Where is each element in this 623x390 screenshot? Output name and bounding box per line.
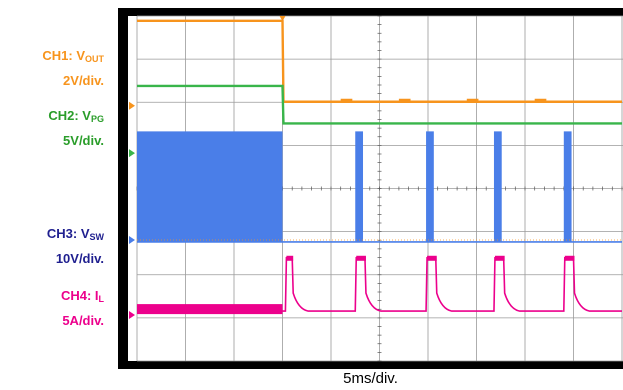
channel-subscript: OUT: [85, 54, 104, 64]
channel-label-ch3: CH3: VSW 10V/div.: [0, 226, 104, 274]
ch4-continuous-band: [137, 304, 283, 315]
channel-text: 2V/div.: [63, 73, 104, 88]
x-axis-label: 5ms/div.: [343, 370, 398, 387]
ch1-ripple-bump: [466, 98, 479, 102]
ch4-pulse-top: [427, 255, 437, 261]
channel-label-ch2: CH2: VPG 5V/div.: [0, 108, 104, 156]
ch2-trace: [137, 84, 622, 125]
ch3-switching-burst: [426, 131, 434, 242]
channel-scale: 5A/div.: [0, 313, 104, 328]
channel-ground-marker: [129, 236, 135, 244]
channel-ground-marker: [129, 149, 135, 158]
channel-label-ch4: CH4: IL 5A/div.: [0, 288, 104, 336]
ch1-ripple-bump: [340, 98, 353, 102]
channel-subscript: L: [98, 294, 105, 304]
ch4-pulse-top: [356, 255, 366, 261]
channel-scale: 2V/div.: [0, 73, 104, 88]
channel-name: CH4: IL: [0, 288, 104, 305]
channel-ground-marker: [129, 101, 135, 110]
channel-text: CH2: V: [48, 108, 91, 123]
channel-scale: 10V/div.: [0, 251, 104, 266]
oscilloscope-screen: [118, 8, 623, 369]
ch3-switching-burst: [563, 131, 572, 242]
ch4-trace: [282, 256, 622, 312]
channel-text: 5A/div.: [62, 313, 104, 328]
channel-ground-marker: [129, 311, 135, 320]
traces: [129, 16, 622, 320]
channel-text: CH3: V: [46, 226, 90, 241]
channel-text: 10V/div.: [55, 251, 104, 266]
trigger-marker: [279, 16, 286, 21]
channel-scale: 5V/div.: [0, 133, 104, 148]
ch1-ripple-bump: [398, 98, 411, 102]
channel-name: CH1: VOUT: [0, 48, 104, 65]
channel-text: 5V/div.: [63, 133, 104, 148]
ch1-trace: [137, 19, 622, 103]
ch3-switching-burst: [355, 131, 364, 242]
channel-name: CH2: VPG: [0, 108, 104, 125]
ch4-pulse-top: [564, 255, 575, 261]
ch4-pulse-top: [494, 255, 505, 261]
channel-text: CH1: V: [42, 48, 85, 63]
grid: [136, 15, 623, 362]
channel-name: CH3: VSW: [0, 226, 104, 243]
ch3-switching-burst: [493, 131, 502, 242]
ch1-ripple-bump: [534, 98, 547, 102]
channel-label-ch1: CH1: VOUT 2V/div.: [0, 48, 104, 96]
ch3-switching-burst: [137, 131, 283, 242]
channel-subscript: PG: [90, 114, 104, 124]
channel-text: CH4: I: [60, 288, 99, 303]
channel-subscript: SW: [89, 232, 105, 242]
ch4-pulse-top: [286, 255, 294, 261]
